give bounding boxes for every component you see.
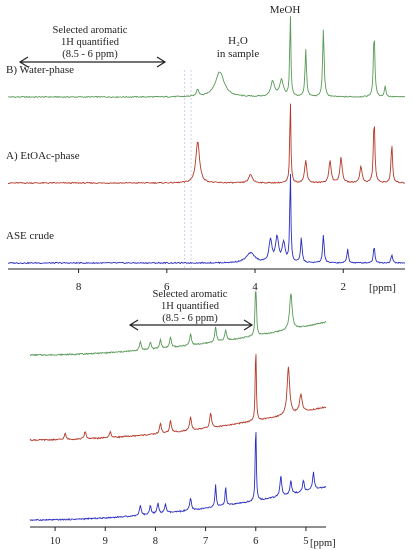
bottom-tick-label-9: 9 bbox=[103, 536, 108, 547]
bottom-tick-label-10: 10 bbox=[50, 536, 61, 547]
top-spectrum-0 bbox=[7, 16, 406, 99]
bottom-spectrum-0 bbox=[29, 291, 327, 357]
top-tick-label-8: 8 bbox=[76, 281, 82, 293]
bottom-nmr-panel: Selected aromatic 1H quantified (8.5 - 6… bbox=[29, 289, 336, 549]
top-region-guides bbox=[184, 70, 192, 269]
bottom-spectrum-1 bbox=[29, 354, 327, 442]
top-tick-label-4: 4 bbox=[252, 281, 258, 293]
top-nmr-panel: Selected aromatic 1H quantified (8.5 - 6… bbox=[6, 4, 406, 294]
methanol-label: MeOH bbox=[270, 4, 301, 16]
top-arrow-head-left bbox=[18, 56, 29, 68]
bottom-series-group bbox=[29, 291, 327, 522]
top-series-label-1: A) EtOAc-phase bbox=[6, 150, 80, 162]
bottom-x-ticks: 10 9 8 7 6 5 bbox=[50, 527, 309, 547]
bottom-tick-label-8: 8 bbox=[153, 536, 158, 547]
bottom-tick-label-7: 7 bbox=[203, 536, 208, 547]
top-series-label-2: ASE crude bbox=[6, 230, 54, 242]
bottom-arrow-head-right bbox=[243, 319, 254, 331]
bottom-region-label-2: 1H quantified bbox=[161, 301, 220, 312]
water-label-1: H₂O bbox=[228, 35, 248, 47]
bottom-arrow-head-left bbox=[128, 319, 139, 331]
top-spectrum-2 bbox=[7, 173, 406, 265]
top-series-group bbox=[7, 16, 406, 265]
top-region-label-2: 1H quantified bbox=[61, 37, 120, 48]
water-label-2: in sample bbox=[217, 48, 260, 60]
bottom-region-label-1: Selected aromatic bbox=[153, 289, 228, 300]
top-x-unit-label: [ppm] bbox=[369, 282, 396, 294]
top-spectrum-1 bbox=[8, 103, 406, 185]
top-tick-label-6: 6 bbox=[164, 281, 170, 293]
top-arrow-head-right bbox=[156, 56, 167, 68]
top-region-label-3: (8.5 - 6 ppm) bbox=[62, 49, 118, 60]
top-series-labels: B) Water-phase A) EtOAc-phase ASE crude bbox=[6, 64, 80, 242]
bottom-tick-label-5: 5 bbox=[303, 536, 308, 547]
bottom-spectrum-2 bbox=[29, 432, 327, 522]
top-x-ticks: 8 6 4 2 bbox=[76, 269, 346, 293]
bottom-tick-label-6: 6 bbox=[253, 536, 258, 547]
bottom-x-unit-label: [ppm] bbox=[310, 538, 336, 549]
bottom-region-label-3: (8.5 - 6 ppm) bbox=[162, 313, 218, 324]
top-series-label-0: B) Water-phase bbox=[6, 64, 74, 76]
top-region-label-1: Selected aromatic bbox=[53, 25, 128, 36]
top-tick-label-2: 2 bbox=[340, 281, 346, 293]
